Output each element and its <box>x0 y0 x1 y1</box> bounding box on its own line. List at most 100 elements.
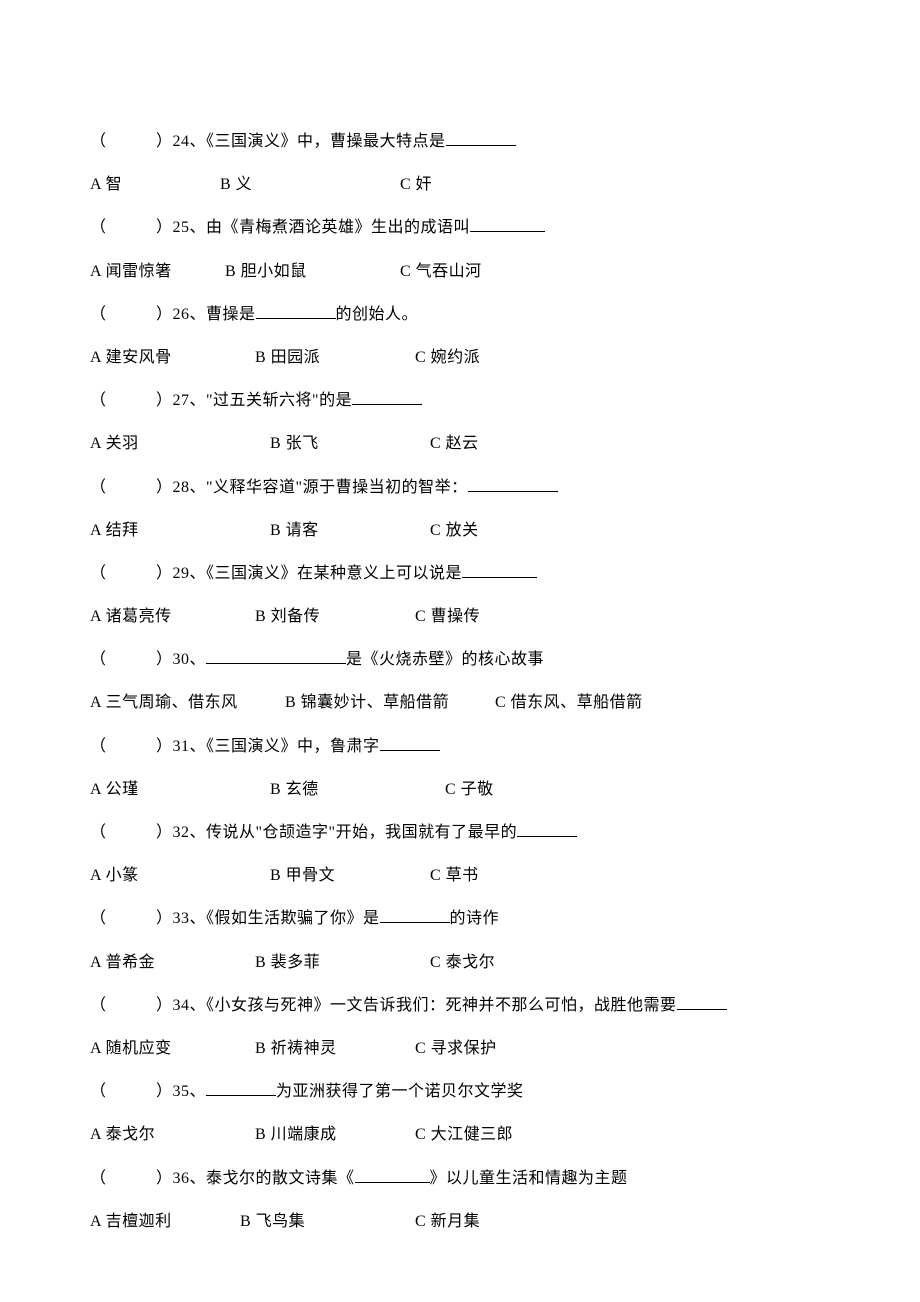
fill-blank <box>468 491 558 492</box>
option-c: C 大江健三郎 <box>415 1113 515 1156</box>
option-a: A 三气周瑜、借东风 <box>90 681 285 724</box>
options-row: A 泰戈尔B 川端康成C 大江健三郎 <box>90 1113 830 1156</box>
question-before-blank: 28、"义释华容道"源于曹操当初的智举： <box>173 479 468 496</box>
question-after-blank: 的创始人。 <box>336 306 419 323</box>
fill-blank <box>206 663 346 664</box>
option-c: C 奸 <box>400 163 500 206</box>
option-c: C 气吞山河 <box>400 250 500 293</box>
options-row: A 关羽B 张飞C 赵云 <box>90 422 830 465</box>
question-after-blank: 》以儿童生活和情趣为主题 <box>430 1170 628 1187</box>
question-30: （ ）30、 是《火烧赤壁》的核心故事 A 三气周瑜、借东风B 锦囊妙计、草船借箭C… <box>90 638 830 724</box>
question-34: （ ）34、《小女孩与死神》一文告诉我们：死神并不那么可怕，战胜他需要A 随机应… <box>90 984 830 1070</box>
question-29: （ ）29、《三国演义》在某种意义上可以说是 A 诸葛亮传B 刘备传C 曹操传 <box>90 552 830 638</box>
options-row: A 三气周瑜、借东风B 锦囊妙计、草船借箭C 借东风、草船借箭 <box>90 681 830 724</box>
question-before-blank: 36、泰戈尔的散文诗集《 <box>173 1170 355 1187</box>
answer-paren: （ ） <box>90 479 173 496</box>
fill-blank <box>256 318 336 319</box>
question-26: （ ）26、曹操是的创始人。A 建安风骨B 田园派C 婉约派 <box>90 293 830 379</box>
option-a: A 结拜 <box>90 509 270 552</box>
question-before-blank: 35、 <box>173 1083 207 1100</box>
question-before-blank: 25、由《青梅煮酒论英雄》生出的成语叫 <box>173 219 471 236</box>
option-a: A 吉檀迦利 <box>90 1200 240 1243</box>
question-text: （ ）27、"过五关斩六将"的是 <box>90 379 830 422</box>
option-a: A 公瑾 <box>90 768 270 811</box>
question-before-blank: 27、"过五关斩六将"的是 <box>173 392 353 409</box>
option-b: B 胆小如鼠 <box>225 250 400 293</box>
fill-blank <box>206 1095 276 1096</box>
answer-paren: （ ） <box>90 738 173 755</box>
option-c: C 赵云 <box>430 422 530 465</box>
option-b: B 甲骨文 <box>270 854 430 897</box>
question-33: （ ）33、《假如生活欺骗了你》是的诗作A 普希金B 裴多菲C 泰戈尔 <box>90 897 830 983</box>
option-c: C 泰戈尔 <box>430 941 530 984</box>
question-text: （ ）35、为亚洲获得了第一个诺贝尔文学奖 <box>90 1070 830 1113</box>
option-c: C 婉约派 <box>415 336 515 379</box>
question-text: （ ）32、传说从"仓颉造字"开始，我国就有了最早的 <box>90 811 830 854</box>
fill-blank <box>352 404 422 405</box>
option-b: B 裴多菲 <box>255 941 430 984</box>
option-c: C 寻求保护 <box>415 1027 515 1070</box>
answer-paren: （ ） <box>90 910 173 927</box>
fill-blank <box>462 577 537 578</box>
answer-paren: （ ） <box>90 651 173 668</box>
option-a: A 诸葛亮传 <box>90 595 255 638</box>
question-36: （ ）36、泰戈尔的散文诗集《 》以儿童生活和情趣为主题 A 吉檀迦利B 飞鸟集C … <box>90 1157 830 1243</box>
question-before-blank: 30、 <box>173 651 207 668</box>
option-a: A 小篆 <box>90 854 270 897</box>
question-before-blank: 34、《小女孩与死神》一文告诉我们：死神并不那么可怕，战胜他需要 <box>173 997 677 1014</box>
options-row: A 诸葛亮传B 刘备传C 曹操传 <box>90 595 830 638</box>
question-25: （ ）25、由《青梅煮酒论英雄》生出的成语叫A 闻雷惊箸B 胆小如鼠C 气吞山河 <box>90 206 830 292</box>
question-text: （ ）25、由《青梅煮酒论英雄》生出的成语叫 <box>90 206 830 249</box>
question-27: （ ）27、"过五关斩六将"的是A 关羽B 张飞C 赵云 <box>90 379 830 465</box>
option-b: B 锦囊妙计、草船借箭 <box>285 681 495 724</box>
option-a: A 建安风骨 <box>90 336 255 379</box>
question-before-blank: 24、《三国演义》中，曹操最大特点是 <box>173 133 446 150</box>
question-after-blank: 是《火烧赤壁》的核心故事 <box>346 651 544 668</box>
question-before-blank: 32、传说从"仓颉造字"开始，我国就有了最早的 <box>173 824 518 841</box>
options-row: A 随机应变B 祈祷神灵C 寻求保护 <box>90 1027 830 1070</box>
options-row: A 闻雷惊箸B 胆小如鼠C 气吞山河 <box>90 250 830 293</box>
fill-blank <box>677 1009 727 1010</box>
option-c: C 曹操传 <box>415 595 515 638</box>
option-c: C 借东风、草船借箭 <box>495 681 645 724</box>
option-a: A 随机应变 <box>90 1027 255 1070</box>
question-before-blank: 29、《三国演义》在某种意义上可以说是 <box>173 565 463 582</box>
answer-paren: （ ） <box>90 133 173 150</box>
option-b: B 玄德 <box>270 768 445 811</box>
option-b: B 飞鸟集 <box>240 1200 415 1243</box>
options-row: A 公瑾B 玄德C 子敬 <box>90 768 830 811</box>
question-24: （ ）24、《三国演义》中，曹操最大特点是A 智B 义C 奸 <box>90 120 830 206</box>
answer-paren: （ ） <box>90 565 173 582</box>
question-after-blank: 为亚洲获得了第一个诺贝尔文学奖 <box>276 1083 524 1100</box>
option-b: B 张飞 <box>270 422 430 465</box>
option-b: B 义 <box>220 163 400 206</box>
option-b: B 请客 <box>270 509 430 552</box>
option-c: C 子敬 <box>445 768 545 811</box>
fill-blank <box>470 231 545 232</box>
option-b: B 祈祷神灵 <box>255 1027 415 1070</box>
question-31: （ ）31、《三国演义》中，鲁肃字 A 公瑾B 玄德C 子敬 <box>90 725 830 811</box>
answer-paren: （ ） <box>90 392 173 409</box>
question-text: （ ）33、《假如生活欺骗了你》是的诗作 <box>90 897 830 940</box>
question-text: （ ）26、曹操是的创始人。 <box>90 293 830 336</box>
question-35: （ ）35、为亚洲获得了第一个诺贝尔文学奖A 泰戈尔B 川端康成C 大江健三郎 <box>90 1070 830 1156</box>
fill-blank <box>517 836 577 837</box>
option-a: A 闻雷惊箸 <box>90 250 225 293</box>
question-28: （ ）28、"义释华容道"源于曹操当初的智举： A 结拜B 请客C 放关 <box>90 466 830 552</box>
answer-paren: （ ） <box>90 219 173 236</box>
question-after-blank: 的诗作 <box>450 910 500 927</box>
answer-paren: （ ） <box>90 1170 173 1187</box>
question-text: （ ）34、《小女孩与死神》一文告诉我们：死神并不那么可怕，战胜他需要 <box>90 984 830 1027</box>
option-b: B 刘备传 <box>255 595 415 638</box>
option-c: C 放关 <box>430 509 530 552</box>
document-content: （ ）24、《三国演义》中，曹操最大特点是A 智B 义C 奸（ ）25、由《青梅… <box>90 120 830 1243</box>
options-row: A 结拜B 请客C 放关 <box>90 509 830 552</box>
option-c: C 新月集 <box>415 1200 515 1243</box>
option-a: A 关羽 <box>90 422 270 465</box>
options-row: A 建安风骨B 田园派C 婉约派 <box>90 336 830 379</box>
option-b: B 田园派 <box>255 336 415 379</box>
question-before-blank: 31、《三国演义》中，鲁肃字 <box>173 738 380 755</box>
question-32: （ ）32、传说从"仓颉造字"开始，我国就有了最早的A 小篆B 甲骨文C 草书 <box>90 811 830 897</box>
fill-blank <box>446 145 516 146</box>
fill-blank <box>380 922 450 923</box>
